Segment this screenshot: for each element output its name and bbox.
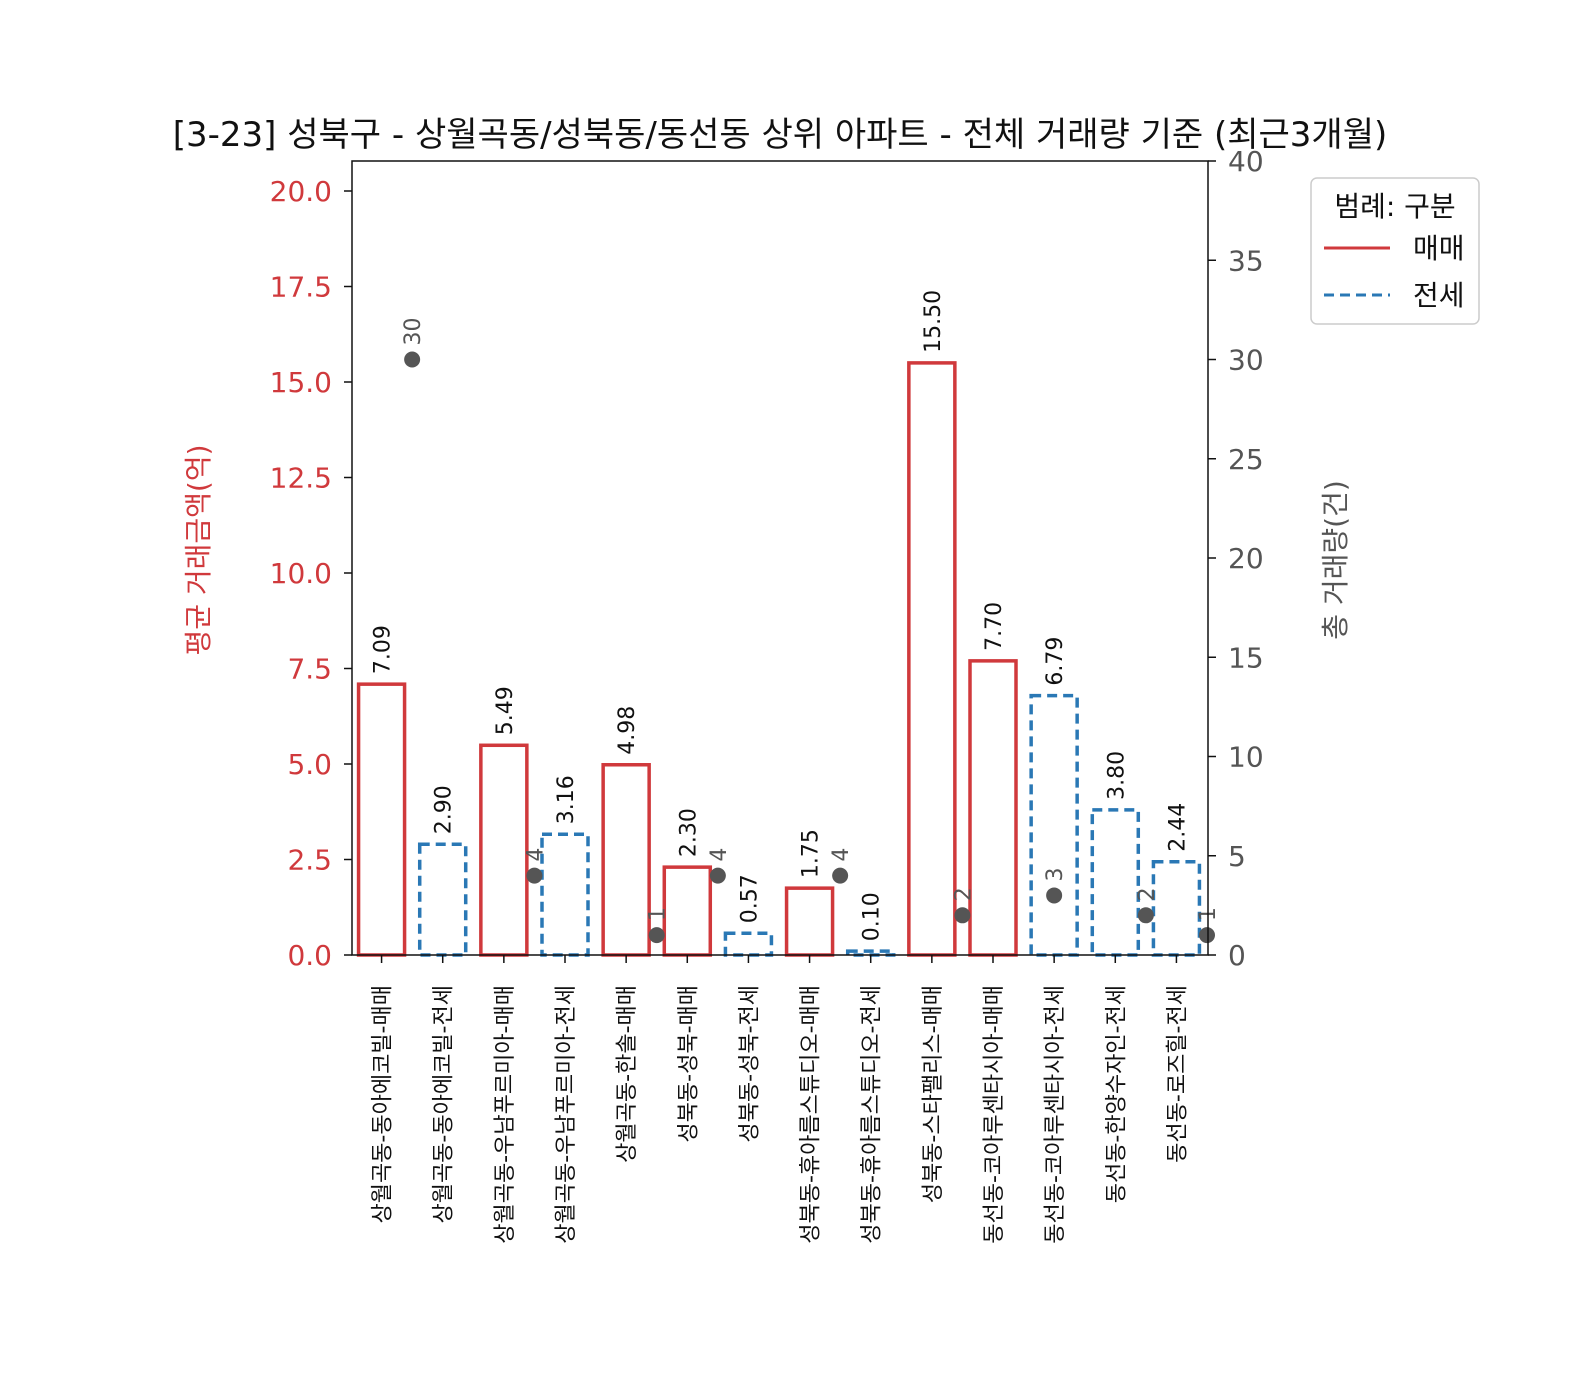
y2-tick-label: 35 (1228, 244, 1264, 277)
count-label: 4 (829, 848, 854, 862)
x-tick-label: 동선동-로즈힐-전세 (1165, 985, 1190, 1163)
y-axis-ticks: 0.0 2.5 5.0 7.5 10.0 12.5 15.0 17.5 20.0 (270, 175, 352, 972)
bar-value-label: 3.16 (554, 775, 579, 824)
bar-value-label: 0.10 (860, 892, 885, 941)
y-tick-label: 2.5 (287, 844, 332, 877)
x-tick-label: 성북동-휴아름스튜디오-매매 (799, 985, 824, 1244)
count-label: 3 (1043, 867, 1068, 881)
bar-sale (356, 682, 407, 957)
count-marker (1199, 927, 1215, 944)
bar-value-label: 7.70 (982, 602, 1007, 651)
bar-value-label: 0.57 (737, 874, 762, 923)
y2-tick-label: 10 (1228, 741, 1264, 774)
x-tick-label: 성북동-성북-매매 (676, 985, 701, 1143)
bar-sale (601, 763, 651, 957)
x-tick-label: 상월곡동-동아에코빌-전세 (432, 985, 457, 1224)
legend-box (1310, 177, 1480, 325)
y-tick-label: 10.0 (270, 557, 332, 590)
x-tick-label: 동선동-코아루센타시아-매매 (982, 985, 1007, 1244)
count-marker (832, 867, 849, 884)
count-marker (954, 907, 971, 924)
x-axis-ticks: 상월곡동-동아에코빌-매매 상월곡동-동아에코빌-전세 상월곡동-우남푸르미아-매매… (371, 955, 1190, 1244)
count-marker (1137, 907, 1154, 924)
bar-sale (479, 743, 529, 957)
y2-tick-label: 20 (1228, 542, 1264, 575)
count-label: 30 (401, 318, 426, 346)
x-tick-label: 동선동-코아루센타시아-전세 (1043, 985, 1068, 1244)
bar-value-label: 3.80 (1104, 751, 1129, 800)
bar-value-label: 2.90 (432, 785, 457, 834)
count-label: 4 (707, 848, 732, 862)
y-axis-label: 평균 거래금액(억) (182, 444, 215, 655)
y-tick-label: 20.0 (270, 175, 332, 208)
count-marker (709, 867, 726, 884)
count-label: 2 (1135, 887, 1160, 901)
count-label: 4 (523, 848, 548, 862)
y2-tick-label: 5 (1228, 840, 1246, 873)
x-tick-label: 성북동-휴아름스튜디오-전세 (860, 985, 885, 1244)
x-tick-label: 상월곡동-우남푸르미아-전세 (554, 985, 579, 1244)
bar-lease (540, 832, 590, 957)
x-tick-label: 동선동-한양수자인-전세 (1104, 985, 1129, 1203)
y-tick-label: 12.5 (270, 462, 332, 495)
bar-lease (1090, 808, 1141, 957)
bar-value-label: 2.44 (1165, 803, 1190, 852)
y-tick-label: 17.5 (270, 271, 332, 304)
bar-lease (1029, 693, 1079, 957)
x-tick-label: 상월곡동-우남푸르미아-매매 (493, 985, 518, 1244)
value-labels: 7.09 2.90 5.49 3.16 4.98 2.30 0.57 1.75 0.10 15.5… (371, 290, 1191, 941)
bars (356, 361, 1202, 957)
bar-value-label: 6.79 (1043, 637, 1068, 686)
bar-value-label: 5.49 (493, 686, 518, 735)
y2-tick-label: 30 (1228, 344, 1264, 377)
x-tick-label: 상월곡동-한솔-매매 (615, 985, 640, 1163)
count-marker (1046, 887, 1063, 904)
y-tick-label: 0.0 (287, 939, 332, 972)
count-marker (526, 867, 543, 884)
bar-sale (662, 865, 713, 957)
bar-lease (1151, 860, 1202, 957)
bar-sale (784, 886, 835, 957)
x-tick-label: 상월곡동-동아에코빌-매매 (371, 985, 396, 1224)
bar-value-label: 7.09 (371, 625, 396, 674)
count-marker (648, 927, 665, 944)
plot-frame (351, 160, 1209, 956)
bar-value-label: 4.98 (615, 706, 640, 755)
count-label: 1 (646, 907, 671, 921)
y2-axis-label: 총 거래량(건) (1319, 480, 1352, 640)
legend-label-sale: 매매 (1413, 232, 1465, 265)
y2-tick-label: 15 (1228, 641, 1264, 674)
y-tick-label: 7.5 (287, 653, 332, 686)
y2-tick-label: 25 (1228, 443, 1264, 476)
legend: 범례: 구분 매매 전세 (1310, 177, 1480, 325)
chart-title: [3-23] 성북구 - 상월곡동/성북동/동선동 상위 아파트 - 전체 거래… (173, 115, 1388, 155)
y-tick-label: 5.0 (287, 748, 332, 781)
y2-tick-label: 40 (1228, 145, 1264, 178)
bar-sale (907, 361, 957, 957)
y2-tick-label: 0 (1228, 939, 1246, 972)
count-marker (404, 351, 421, 368)
bar-value-label: 1.75 (799, 829, 824, 878)
y-tick-label: 15.0 (270, 366, 332, 399)
bar-sale (968, 659, 1018, 957)
x-tick-label: 성북동-성북-전세 (737, 985, 762, 1143)
bar-value-label: 15.50 (921, 290, 946, 353)
legend-title: 범례: 구분 (1334, 190, 1455, 223)
y2-axis-ticks: 0 5 10 15 20 25 30 35 40 (1208, 145, 1264, 972)
legend-label-lease: 전세 (1413, 279, 1465, 312)
bar-value-label: 2.30 (676, 808, 701, 857)
bar-lease (417, 842, 468, 957)
bar-lease (723, 931, 774, 957)
x-tick-label: 성북동-스타팰리스-매매 (921, 985, 946, 1203)
count-label: 2 (951, 887, 976, 901)
